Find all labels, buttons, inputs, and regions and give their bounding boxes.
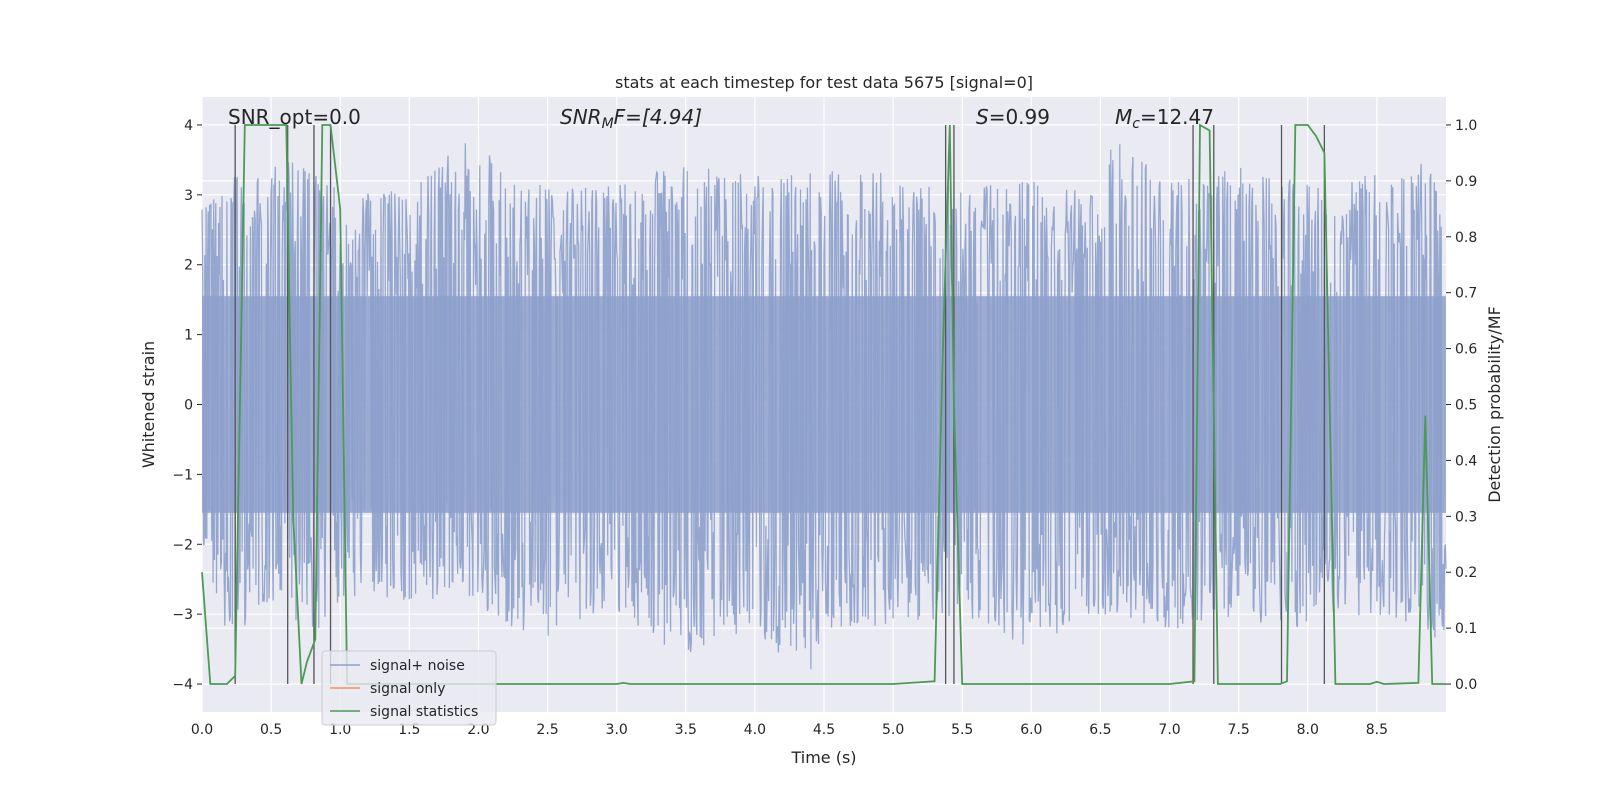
annotation-snr-mf-sub: M — [602, 116, 614, 132]
y-tick-label: −3 — [172, 607, 193, 623]
chart-title: stats at each timestep for test data 567… — [615, 73, 1033, 92]
annotation-mc-var: M — [1115, 105, 1132, 129]
y2-tick-label: 0.1 — [1455, 621, 1477, 637]
annotation-snr-mf-prefix: SNR — [560, 105, 602, 129]
y2-tick-label: 0.9 — [1455, 174, 1477, 190]
y-tick-label: 4 — [184, 118, 193, 134]
y2-tick-label: 0.8 — [1455, 230, 1477, 246]
x-tick-label: 7.0 — [1158, 722, 1180, 738]
x-tick-label: 6.5 — [1089, 722, 1111, 738]
legend-label-signal-only: signal only — [370, 681, 445, 697]
noise-line — [201, 143, 1447, 670]
x-axis-ticks: 0.0 0.5 1.0 1.5 2.0 2.5 3.0 3.5 4.0 4.5 5.0 5.5 6.0 6… — [191, 722, 1388, 738]
y-axis-ticks: −4 −3 −2 −1 0 1 2 3 4 — [172, 118, 202, 693]
y2-tick-label: 0.6 — [1455, 342, 1477, 358]
x-tick-label: 8.5 — [1366, 722, 1388, 738]
x-axis-label: Time (s) — [790, 748, 856, 767]
annotation-s-var: S — [976, 105, 989, 129]
y2-axis-ticks: 0.0 0.1 0.2 0.3 0.4 0.5 0.6 0.7 0.8 0.9 1.0 — [1446, 118, 1477, 693]
x-tick-label: 3.0 — [606, 722, 628, 738]
y2-tick-label: 0.0 — [1455, 677, 1477, 693]
x-tick-label: 8.0 — [1297, 722, 1319, 738]
series-signal-statistics — [201, 123, 1446, 685]
x-tick-label: 4.5 — [813, 722, 835, 738]
x-tick-label: 5.5 — [951, 722, 973, 738]
x-tick-label: 2.5 — [536, 722, 558, 738]
y2-tick-label: 0.5 — [1455, 398, 1477, 414]
x-tick-label: 1.5 — [398, 722, 420, 738]
x-tick-label: 2.0 — [467, 722, 489, 738]
y2-tick-label: 0.3 — [1455, 509, 1477, 525]
y-tick-label: −1 — [172, 467, 193, 483]
x-tick-label: 6.0 — [1020, 722, 1042, 738]
y-tick-label: −4 — [172, 677, 193, 693]
series-signal-noise — [201, 143, 1447, 670]
annotation-mc-sub: c — [1132, 116, 1140, 132]
x-tick-label: 0.0 — [191, 722, 213, 738]
y2-axis-label: Detection probability/MF — [1485, 306, 1504, 503]
x-tick-label: 1.0 — [329, 722, 351, 738]
y2-tick-label: 1.0 — [1455, 118, 1477, 134]
x-tick-label: 4.0 — [744, 722, 766, 738]
x-tick-label: 5.0 — [882, 722, 904, 738]
annotation-s-value: =0.99 — [989, 105, 1050, 129]
y-tick-label: −2 — [172, 537, 193, 553]
legend-label-signal-statistics: signal statistics — [370, 704, 478, 720]
annotation-mc: Mc=12.47 — [1115, 105, 1214, 132]
signal-statistics-line — [201, 123, 1446, 685]
y-axis-label: Whitened strain — [139, 341, 158, 468]
legend-label-signal-noise: signal+ noise — [370, 658, 465, 674]
annotation-snr-mf-suffix: F=[4.94] — [614, 105, 702, 129]
y-tick-label: 3 — [184, 188, 193, 204]
annotation-snr-mf: SNRMF=[4.94] — [560, 105, 702, 132]
y2-tick-label: 0.7 — [1455, 286, 1477, 302]
legend: signal+ noise signal only signal statist… — [321, 650, 497, 726]
x-tick-label: 3.5 — [675, 722, 697, 738]
y-tick-label: 2 — [184, 258, 193, 274]
legend-box — [321, 650, 497, 726]
x-tick-label: 0.5 — [260, 722, 282, 738]
y2-tick-label: 0.4 — [1455, 453, 1477, 469]
x-tick-label: 7.5 — [1228, 722, 1250, 738]
y-tick-label: 1 — [184, 328, 193, 344]
y-tick-label: 0 — [184, 398, 193, 414]
annotation-snr-opt: SNR_opt=0.0 — [228, 105, 361, 129]
annotation-s: S=0.99 — [976, 105, 1050, 129]
y2-tick-label: 0.2 — [1455, 565, 1477, 581]
annotation-mc-value: =12.47 — [1140, 105, 1214, 129]
